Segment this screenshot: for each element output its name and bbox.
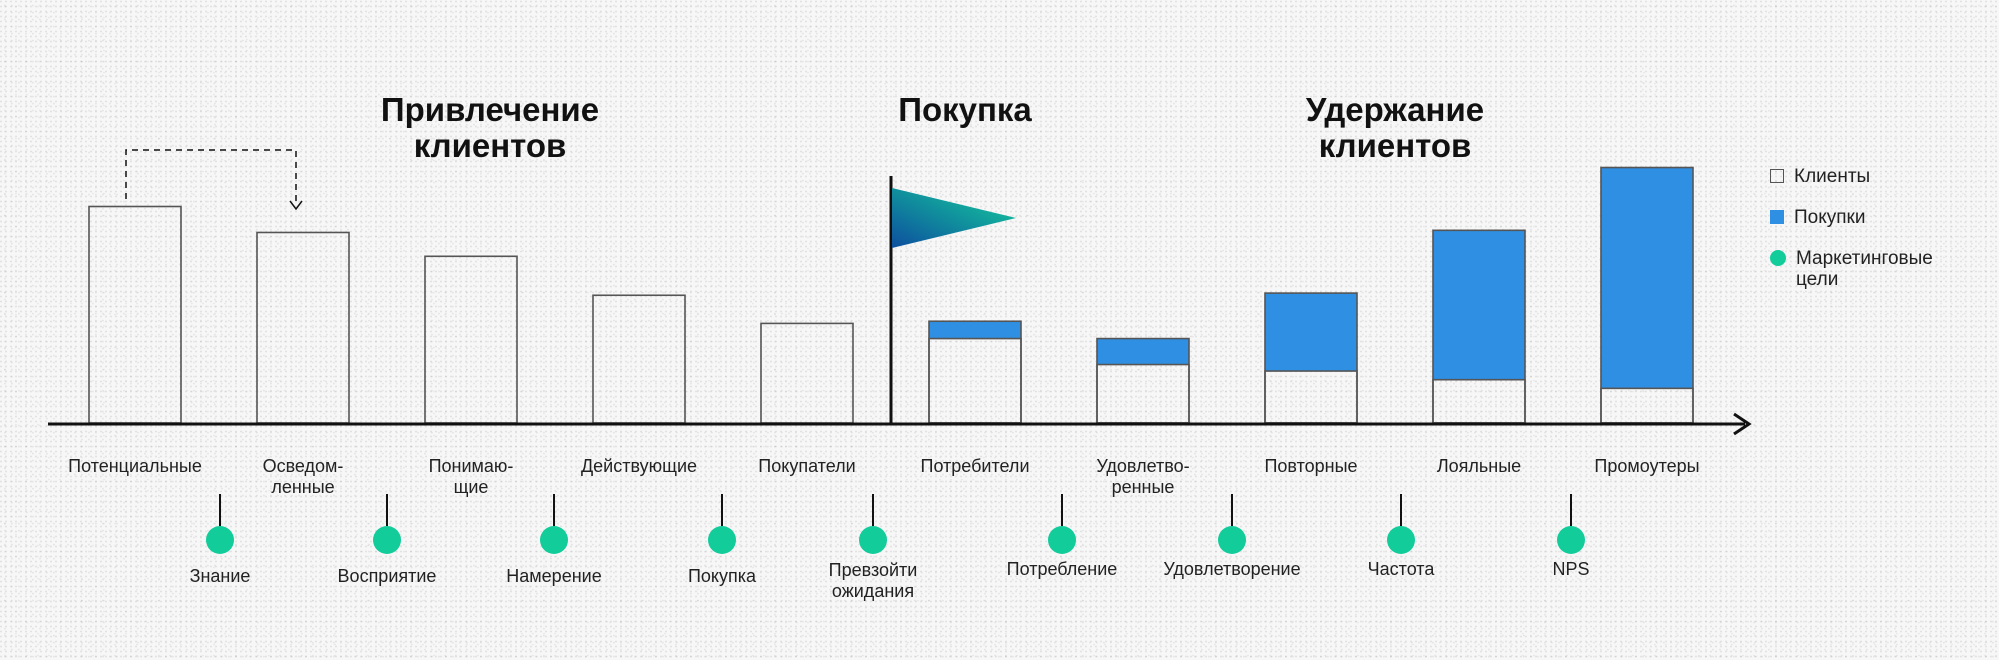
goal-label: Восприятие: [338, 566, 437, 586]
dashed-connector: [125, 149, 297, 203]
goal-label: NPS: [1552, 559, 1589, 579]
category-label: Действующие: [581, 456, 697, 476]
legend-label-goals: Маркетинговые цели: [1796, 248, 1933, 290]
legend-item-goals: Маркетинговые цели: [1770, 248, 1933, 290]
goal-label: Намерение: [506, 566, 601, 586]
client-bar: [1600, 387, 1694, 424]
purchase-bar: [1433, 230, 1525, 380]
goal-dot-icon: [1218, 526, 1246, 554]
heading-purchase: Покупка: [898, 91, 1032, 128]
goal-dot-icon: [373, 526, 401, 554]
purchase-bar: [1097, 338, 1189, 365]
goal-dot-icon: [1048, 526, 1076, 554]
category-label: Покупатели: [758, 456, 855, 476]
x-axis-arrow: [1733, 412, 1752, 436]
legend-item-clients: Клиенты: [1770, 166, 1933, 187]
goals-dot-icon: [1770, 250, 1786, 266]
client-bar: [424, 255, 518, 424]
client-bar: [1432, 378, 1526, 424]
category-label: Повторные: [1264, 456, 1357, 476]
flag-icon: [892, 188, 1016, 248]
legend-label-purchases: Покупки: [1794, 207, 1866, 228]
purchase-bar: [1601, 167, 1693, 389]
purchase-bar: [1265, 293, 1357, 372]
category-label: Удовлетво-ренные: [1096, 456, 1189, 497]
category-label: Потребители: [921, 456, 1030, 476]
client-bar: [1264, 370, 1358, 424]
clients-swatch-icon: [1770, 169, 1784, 183]
heading-retention: Удержание клиентов: [1305, 91, 1485, 164]
goal-dot-icon: [1557, 526, 1585, 554]
category-label: Потенциальные: [68, 456, 202, 476]
legend-label-clients: Клиенты: [1794, 166, 1871, 187]
client-bar: [928, 337, 1022, 424]
category-label: Осведом-ленные: [263, 456, 344, 497]
category-label: Понимаю-щие: [429, 456, 514, 497]
goal-label: Удовлетворение: [1163, 559, 1300, 579]
goal-label: Потребление: [1007, 559, 1118, 579]
goal-label: Покупка: [688, 566, 757, 586]
legend-item-purchases: Покупки: [1770, 207, 1933, 228]
client-bar: [760, 322, 854, 424]
client-bar: [1096, 363, 1190, 424]
goal-label: Знание: [190, 566, 251, 586]
legend: Клиенты Покупки Маркетинговые цели: [1770, 166, 1933, 310]
connector-arrowhead: [289, 200, 303, 211]
client-bar: [88, 205, 182, 424]
goal-dot-icon: [540, 526, 568, 554]
goal-label: Частота: [1368, 559, 1436, 579]
goal-dot-icon: [1387, 526, 1415, 554]
category-label: Промоутеры: [1594, 456, 1699, 476]
goal-dot-icon: [708, 526, 736, 554]
purchases-swatch-icon: [1770, 210, 1784, 224]
heading-acquisition: Привлечение клиентов: [380, 91, 600, 164]
client-bar: [256, 231, 350, 424]
goal-dot-icon: [859, 526, 887, 554]
client-bar: [592, 294, 686, 424]
goal-label: Превзойти ожидания: [829, 560, 918, 601]
category-label: Лояльные: [1437, 456, 1521, 476]
purchase-bar: [929, 321, 1021, 339]
goal-dot-icon: [206, 526, 234, 554]
